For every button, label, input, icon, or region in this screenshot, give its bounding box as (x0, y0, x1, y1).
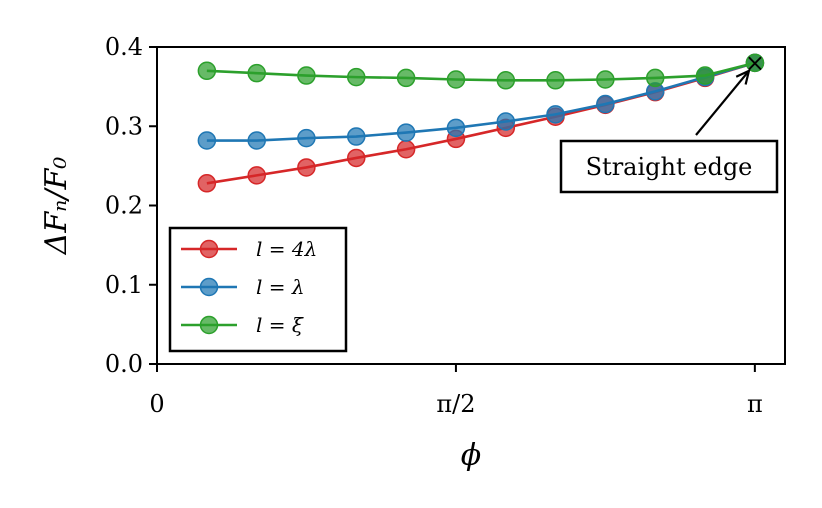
annotation-box (559, 139, 779, 194)
y-tick-label: 0.2 (105, 192, 143, 220)
y-axis: 0.0 0.1 0.2 0.3 0.4 (105, 33, 157, 378)
series-line (206, 61, 756, 82)
data-point (247, 166, 266, 185)
data-point (496, 71, 516, 90)
annotation-text: Straight edge (586, 153, 753, 181)
data-point (396, 139, 416, 159)
legend-entry: l = 4λ (181, 237, 317, 261)
data-point (546, 105, 565, 124)
data-point (695, 66, 715, 85)
series-layer (197, 53, 765, 193)
data-point (596, 94, 615, 114)
annotation-marker: × (745, 49, 765, 77)
annotation-arrowhead (735, 68, 751, 85)
data-point (396, 68, 416, 88)
annotation: × Straight edge (559, 49, 779, 194)
data-point (297, 158, 316, 177)
data-point (247, 131, 266, 150)
data-point (496, 112, 516, 131)
x-tick-label: π/2 (436, 390, 475, 418)
series-2 (197, 53, 765, 150)
data-point (446, 118, 466, 138)
data-point (247, 63, 266, 83)
data-point (346, 148, 366, 168)
data-point (297, 128, 316, 148)
y-tick-label: 0.1 (105, 271, 143, 299)
plot-area: 0.0 0.1 0.2 0.3 0.4 0 π/2 π × Straight edge l … (105, 33, 786, 418)
legend-entry: l = ξ (181, 313, 304, 337)
legend-marker (199, 277, 219, 297)
legend-label: l = λ (256, 275, 305, 299)
data-point (546, 71, 565, 90)
x-tick-label: 0 (149, 390, 164, 418)
data-point (645, 68, 665, 88)
x-axis-label: ϕ (461, 438, 481, 473)
legend: l = 4λ l = λ l = ξ (168, 226, 348, 353)
y-tick-label: 0.3 (105, 112, 143, 140)
data-point (197, 61, 217, 81)
legend-entry: l = λ (181, 275, 305, 299)
data-point (446, 70, 466, 89)
data-point (396, 123, 416, 142)
data-point (745, 53, 765, 73)
legend-label: l = ξ (256, 313, 304, 337)
x-tick-label: π (747, 390, 763, 418)
legend-label: l = 4λ (256, 237, 317, 261)
legend-marker (199, 315, 219, 335)
series-3 (197, 53, 765, 90)
x-axis: 0 π/2 π (149, 364, 763, 418)
data-point (197, 174, 217, 193)
data-point (346, 67, 366, 87)
data-point (346, 127, 366, 146)
y-tick-label: 0.4 (105, 33, 143, 61)
y-axis-label: ΔFₙ/F₀ (39, 157, 74, 256)
data-point (197, 131, 217, 150)
data-point (596, 70, 615, 89)
legend-marker (199, 239, 219, 259)
data-point (297, 66, 316, 85)
annotation-arrow (695, 70, 750, 136)
y-tick-label: 0.0 (105, 350, 143, 378)
